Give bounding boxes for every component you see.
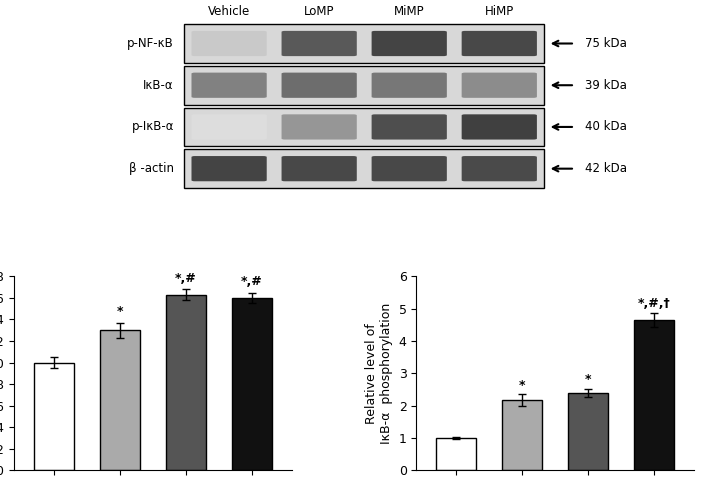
Bar (502, 400, 542, 470)
FancyBboxPatch shape (462, 156, 537, 181)
Text: β -actin: β -actin (129, 162, 174, 175)
Text: LoMP: LoMP (304, 5, 334, 18)
FancyBboxPatch shape (372, 31, 447, 56)
FancyBboxPatch shape (184, 108, 544, 146)
Text: *: * (117, 305, 123, 318)
Y-axis label: Relative level of
IκB-α  phosphorylation: Relative level of IκB-α phosphorylation (365, 303, 393, 444)
FancyBboxPatch shape (191, 156, 267, 181)
Text: Vehicle: Vehicle (208, 5, 250, 18)
FancyBboxPatch shape (282, 31, 357, 56)
Bar (436, 438, 476, 470)
Text: 40 kDa: 40 kDa (585, 120, 627, 133)
FancyBboxPatch shape (282, 72, 357, 98)
FancyBboxPatch shape (462, 31, 537, 56)
Bar (100, 330, 139, 470)
Bar (634, 320, 674, 470)
Bar (569, 393, 608, 470)
Text: *: * (519, 379, 525, 392)
Text: p-NF-κB: p-NF-κB (127, 37, 174, 50)
Text: *,#,†: *,#,† (638, 297, 670, 310)
FancyBboxPatch shape (372, 72, 447, 98)
Text: *,#: *,# (241, 275, 263, 288)
FancyBboxPatch shape (282, 114, 357, 140)
FancyBboxPatch shape (191, 31, 267, 56)
Text: 39 kDa: 39 kDa (585, 79, 627, 92)
FancyBboxPatch shape (282, 156, 357, 181)
FancyBboxPatch shape (462, 72, 537, 98)
Text: 75 kDa: 75 kDa (585, 37, 627, 50)
Text: IκB-α: IκB-α (143, 79, 174, 92)
FancyBboxPatch shape (184, 149, 544, 188)
FancyBboxPatch shape (191, 114, 267, 140)
Text: 42 kDa: 42 kDa (585, 162, 627, 175)
Text: MiMP: MiMP (394, 5, 425, 18)
Text: *,#: *,# (175, 272, 197, 285)
FancyBboxPatch shape (462, 114, 537, 140)
Bar (34, 362, 74, 470)
Text: HiMP: HiMP (485, 5, 514, 18)
Bar (166, 295, 206, 470)
FancyBboxPatch shape (184, 66, 544, 105)
FancyBboxPatch shape (372, 156, 447, 181)
FancyBboxPatch shape (191, 72, 267, 98)
FancyBboxPatch shape (372, 114, 447, 140)
Text: *: * (585, 373, 591, 386)
FancyBboxPatch shape (184, 24, 544, 63)
Bar (232, 298, 272, 470)
Text: p-IκB-α: p-IκB-α (132, 120, 174, 133)
